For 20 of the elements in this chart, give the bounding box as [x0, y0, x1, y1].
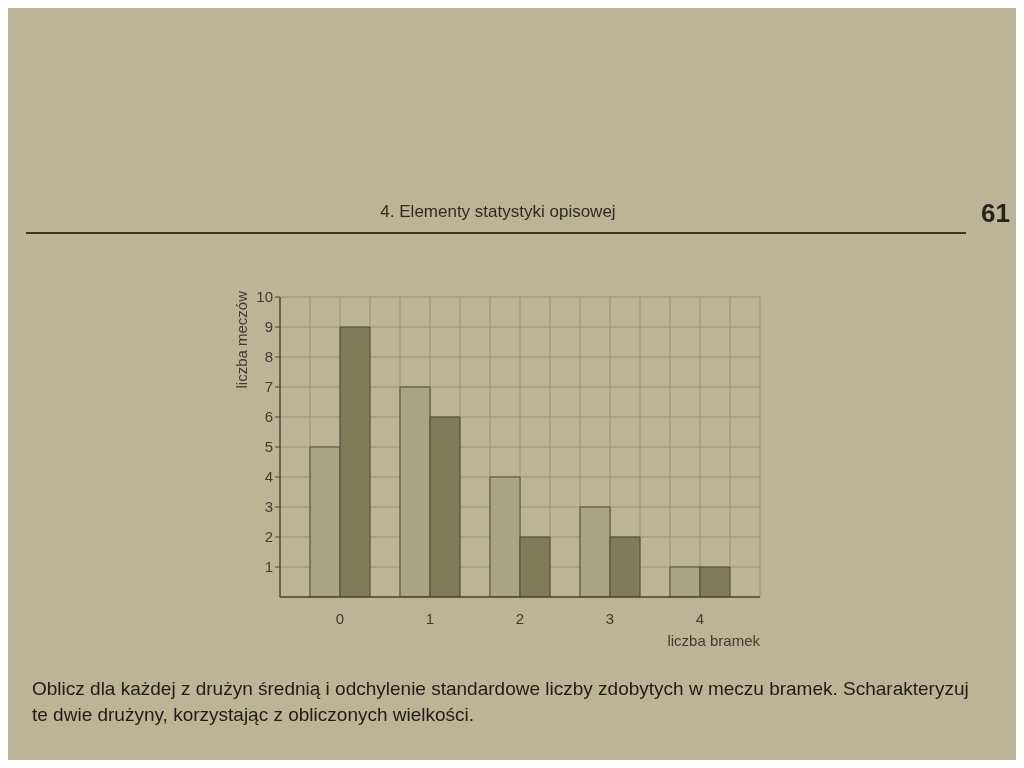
x-tick-label: 2: [515, 609, 525, 627]
x-tick-label: 3: [605, 609, 615, 627]
y-tick-label: 10: [256, 288, 273, 306]
y-tick-label: 7: [264, 378, 273, 396]
text: Oblicz dla każdej z drużyn średnią i odchylenie standardowe liczby zdobytych w meczu bramek. Scharakteryzuj te dwie drużyny, korzystając z obliczonych wielkości.: [32, 677, 970, 727]
x-tick-label: 4: [695, 609, 705, 627]
x-axis-title: liczba bramek: [667, 632, 761, 649]
y-axis-title: liczba meczów: [233, 290, 251, 389]
x-tick-label: 0: [335, 609, 345, 627]
y-tick-label: 2: [264, 528, 273, 546]
y-tick-label: 4: [264, 468, 273, 486]
y-tick-label: 1: [264, 558, 273, 576]
y-tick-label: 6: [264, 408, 273, 426]
text: 4. Elementy statystyki opisowej: [379, 202, 617, 222]
y-tick-label: 8: [264, 348, 273, 366]
y-tick-label: 5: [264, 438, 273, 456]
text: 61: [981, 198, 1010, 229]
y-tick-label: 9: [264, 318, 273, 336]
y-tick-label: 3: [264, 498, 273, 516]
x-tick-label: 1: [425, 609, 435, 627]
